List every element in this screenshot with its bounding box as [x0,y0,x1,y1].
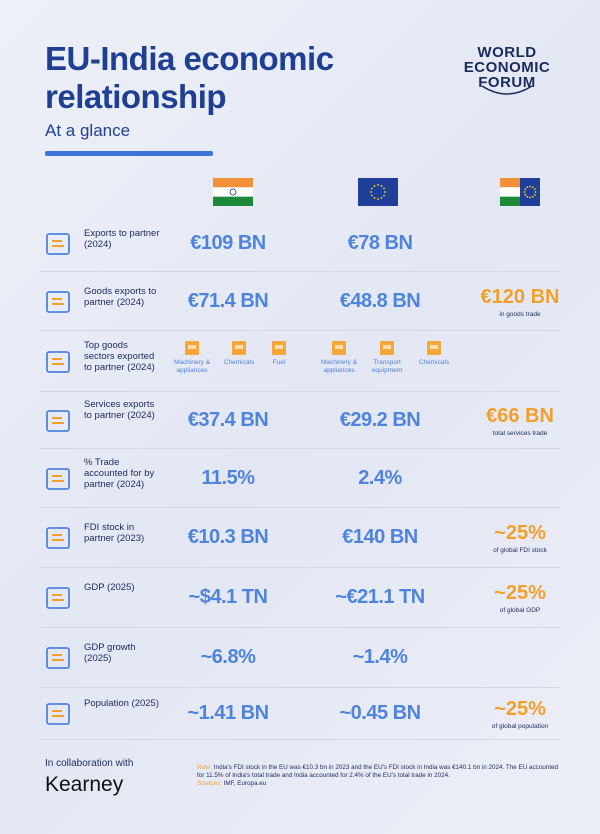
eu-value: ~€21.1 TN [335,586,425,608]
india-value: ~1.41 BN [187,702,269,724]
table-row: GDP growth (2025) ~6.8% ~1.4% [40,628,560,688]
combined-caption: of global GDP [499,607,541,614]
coin-stack-icon [44,583,74,613]
sources-text: IMF, Europa.eu [221,780,267,788]
sector-label: Chemicals [223,359,255,366]
combined-caption: in goods trade [499,310,541,318]
note-label: Note: [197,764,213,771]
sector-india: Fuel [255,337,303,367]
eu-value: 2.4% [358,466,402,489]
sector-eu: Machinery & appliances [315,337,363,375]
eu-flag-icon [358,178,398,206]
services-hands-icon [44,406,74,436]
combined-value: €120 BN [480,285,560,308]
wef-logo: WORLD ECONOMIC FORUM [452,45,562,98]
eu-value: €78 BN [347,231,413,254]
collaboration-label: In collaboration with [45,758,134,769]
table-row: Top goods sectors exported to partner (2… [40,331,560,392]
row-label: Top goods sectors exported to partner (2… [84,339,155,373]
sector-label: Fuel [272,359,286,366]
combined-caption: of global population [491,723,549,730]
subtitle: At a glance [45,121,131,140]
eu-value: €140 BN [342,526,418,548]
logo-arc-icon [481,85,533,95]
combined-value: ~25% [494,522,546,544]
table-row: Services exports to partner (2024) €37.4 … [40,392,560,449]
sector-eu: Transport equipment [363,337,411,375]
row-label: GDP (2025) [84,582,135,593]
sector-india: Machinery & appliances [168,337,216,375]
boxes-pallet-icon [44,347,74,377]
accent-bar [45,151,213,156]
india-value: €37.4 BN [187,408,269,431]
india-value: 11.5% [201,466,255,489]
table-row: Exports to partner (2024) €109 BN €78 BN [40,215,560,272]
eu-value: ~0.45 BN [339,702,421,724]
india-flag-icon [213,178,253,206]
title-line-2: relationship [45,78,227,115]
table-row: GDP (2025) ~$4.1 TN ~€21.1 TN ~25% of glob… [40,568,560,628]
title-line-1: EU-India economic [45,40,334,77]
india-value: €10.3 BN [187,526,269,548]
combined-value: ~25% [494,582,546,604]
table-row: % Trade accounted for by partner (2024) 1… [40,449,560,508]
page-title: EU-India economic relationship [45,40,334,116]
row-label: Population (2025) [84,698,159,709]
population-icon [44,699,74,729]
table-row: Population (2025) ~1.41 BN ~0.45 BN ~25% o… [40,688,560,740]
kearney-logo: Kearney [45,773,124,796]
sector-label: Machinery & appliances [173,359,211,374]
row-label: GDP growth (2025) [84,642,136,664]
row-label: Exports to partner (2024) [84,227,160,250]
india-value: ~$4.1 TN [188,586,268,608]
growth-percent-icon [44,643,74,673]
sector-india: Chemicals [215,337,263,367]
row-label: Services exports to partner (2024) [84,398,155,421]
sector-eu: Chemicals [410,337,458,367]
eu-value: €29.2 BN [339,408,421,431]
india-eu-flag-icon [500,178,540,206]
sources-label: Sources: [197,780,222,788]
note-text: India's FDI stock in the EU was €10.3 bn… [197,764,559,780]
eu-value: €48.8 BN [339,289,421,312]
trend-chart-icon [44,464,74,494]
sector-label: Transport equipment [371,359,403,374]
table-row: Goods exports to partner (2024) €71.4 BN … [40,272,560,331]
row-label: % Trade accounted for by partner (2024) [84,456,155,490]
exports-icon [44,229,74,259]
goods-gear-icon [44,287,74,317]
row-label: Goods exports to partner (2024) [84,285,157,308]
eu-value: ~1.4% [352,646,408,668]
india-value: ~6.8% [200,646,256,668]
combined-value: €66 BN [486,404,554,427]
sector-label: Machinery & appliances [320,359,358,374]
row-label: FDI stock in partner (2023) [84,522,145,544]
combined-value: ~25% [494,698,546,720]
india-value: €109 BN [190,231,266,254]
combined-caption: total services trade [492,429,548,437]
sector-label: Chemicals [418,359,450,366]
combined-caption: of global FDI stock [493,547,547,554]
fdi-coins-icon [44,523,74,553]
footnote: Note: India's FDI stock in the EU was €1… [197,764,567,789]
table-row: FDI stock in partner (2023) €10.3 BN €140… [40,508,560,568]
india-value: €71.4 BN [187,289,269,312]
